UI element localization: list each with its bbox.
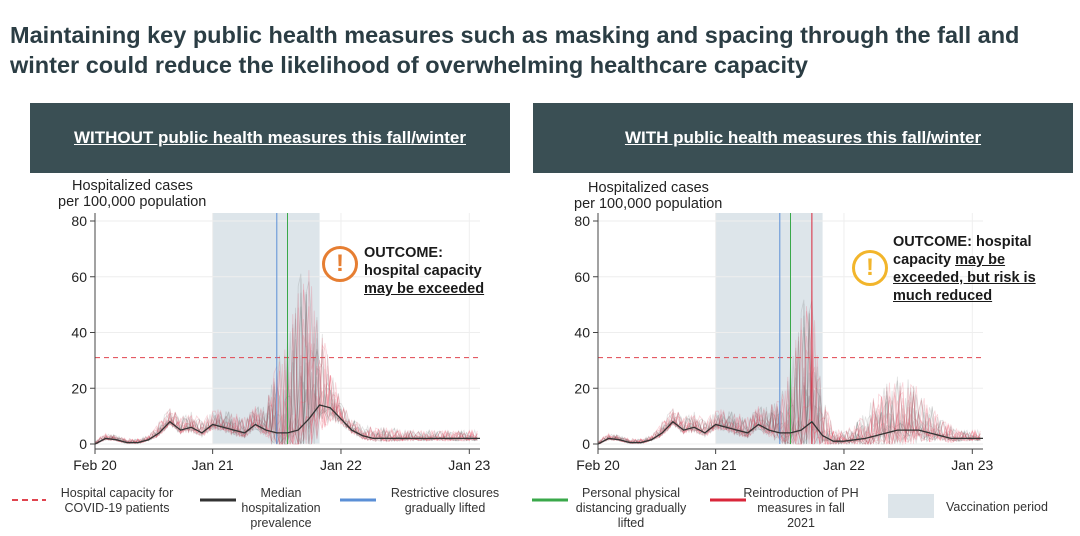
warning-icon: ! xyxy=(322,246,358,282)
median-line xyxy=(94,404,480,445)
outcome-left-line3: may be exceeded xyxy=(364,281,485,297)
simulation-trace xyxy=(597,299,981,445)
simulation-trace xyxy=(597,327,981,445)
y-tick-label: 60 xyxy=(574,269,590,285)
simulation-trace xyxy=(597,346,981,445)
legend-reintro-swatch xyxy=(710,498,746,502)
x-tick-label: Jan 23 xyxy=(448,457,490,473)
simulation-trace xyxy=(598,339,981,446)
x-tick-label: Jan 21 xyxy=(695,457,737,473)
vaccination-period-band xyxy=(212,213,320,444)
simulation-trace xyxy=(94,273,478,446)
y-tick-label: 20 xyxy=(71,380,87,396)
simulation-trace xyxy=(597,290,981,445)
outcome-right-line2b: may be xyxy=(955,252,1006,268)
vaccination-period-band xyxy=(715,213,823,444)
x-tick-label: Jan 22 xyxy=(320,457,362,473)
simulation-trace xyxy=(597,369,981,446)
y-tick-label: 20 xyxy=(574,380,590,396)
outcome-right-line3: exceeded, but risk is xyxy=(893,270,1036,286)
simulation-trace xyxy=(597,336,981,446)
legend-capacity-label: Hospital capacity for COVID-19 patients xyxy=(60,486,174,515)
legend-closures-label: Restrictive closures gradually lifted xyxy=(390,486,500,515)
warning-icon: ! xyxy=(852,250,888,286)
outcome-annotation-left: OUTCOME: hospital capacity may be exceed… xyxy=(364,244,514,298)
simulation-trace xyxy=(597,368,981,446)
simulation-trace xyxy=(95,314,478,445)
legend-distancing-label: Personal physical distancing gradually l… xyxy=(575,486,687,530)
y-tick-label: 80 xyxy=(71,213,87,229)
y-tick-label: 80 xyxy=(574,213,590,229)
simulation-trace xyxy=(597,396,981,446)
simulation-trace xyxy=(597,354,981,446)
legend-median-swatch xyxy=(200,498,236,502)
simulation-trace xyxy=(94,281,478,445)
outcome-annotation-right: OUTCOME: hospital capacity may be exceed… xyxy=(893,233,1068,305)
legend-distancing-swatch xyxy=(532,498,568,502)
simulation-trace xyxy=(94,278,478,445)
legend-reintro-label: Reintroduction of PH measures in fall 20… xyxy=(743,486,859,530)
panel-header-with: WITH public health measures this fall/wi… xyxy=(533,103,1073,173)
panel-header-without: WITHOUT public health measures this fall… xyxy=(30,103,510,173)
legend-median-label: Median hospitalization prevalence xyxy=(241,486,321,530)
page-title: Maintaining key public health measures s… xyxy=(10,22,1020,78)
panel-header-with-label: WITH public health measures this fall/wi… xyxy=(624,128,982,147)
y-axis-label-right: Hospitalized cases per 100,000 populatio… xyxy=(574,180,774,212)
legend-vaccination-swatch xyxy=(888,494,934,518)
outcome-right-line4: much reduced xyxy=(893,288,993,304)
legend-vaccination-label: Vaccination period xyxy=(946,500,1048,514)
chart-without: 0 20 40 60 80 Feb 20 Jan 21 Jan 22 Jan 23 xyxy=(71,213,491,473)
y-tick-label: 0 xyxy=(582,436,590,452)
outcome-right-line1: OUTCOME: hospital xyxy=(893,234,1032,250)
simulation-trace xyxy=(94,270,478,445)
y-tick-label: 60 xyxy=(71,269,87,285)
y-axis-label-right-line2: per 100,000 population xyxy=(574,196,723,212)
legend-capacity-swatch xyxy=(12,499,46,501)
simulation-trace xyxy=(597,303,981,446)
x-tick-label: Jan 23 xyxy=(951,457,993,473)
simulation-trace xyxy=(94,310,478,445)
x-tick-label: Jan 22 xyxy=(823,457,865,473)
x-tick-label: Feb 20 xyxy=(576,457,620,473)
y-tick-label: 40 xyxy=(71,325,87,341)
y-tick-label: 40 xyxy=(574,325,590,341)
y-axis-label-right-line1: Hospitalized cases xyxy=(588,180,709,196)
panel-header-without-label: WITHOUT public health measures this fall… xyxy=(73,128,466,147)
y-axis-label-left-line2: per 100,000 population xyxy=(58,194,207,210)
x-tick-label: Jan 21 xyxy=(192,457,234,473)
x-tick-label: Feb 20 xyxy=(73,457,117,473)
outcome-left-line2: hospital capacity xyxy=(364,263,482,279)
y-axis-label-left-line1: Hospitalized cases xyxy=(72,178,193,194)
legend-closures-swatch xyxy=(340,498,376,502)
outcome-right-line2a: capacity xyxy=(893,252,956,268)
chart-with: 0 20 40 60 80 Feb 20 Jan 21 Jan 22 Jan 23 xyxy=(574,213,994,473)
simulation-trace xyxy=(597,300,981,445)
median-line xyxy=(597,420,983,445)
y-axis-label-left: Hospitalized cases per 100,000 populatio… xyxy=(58,178,258,210)
simulation-trace xyxy=(597,313,981,446)
simulation-trace xyxy=(94,333,478,446)
simulation-trace xyxy=(597,322,981,446)
outcome-left-line1: OUTCOME: xyxy=(364,245,443,261)
y-tick-label: 0 xyxy=(79,436,87,452)
